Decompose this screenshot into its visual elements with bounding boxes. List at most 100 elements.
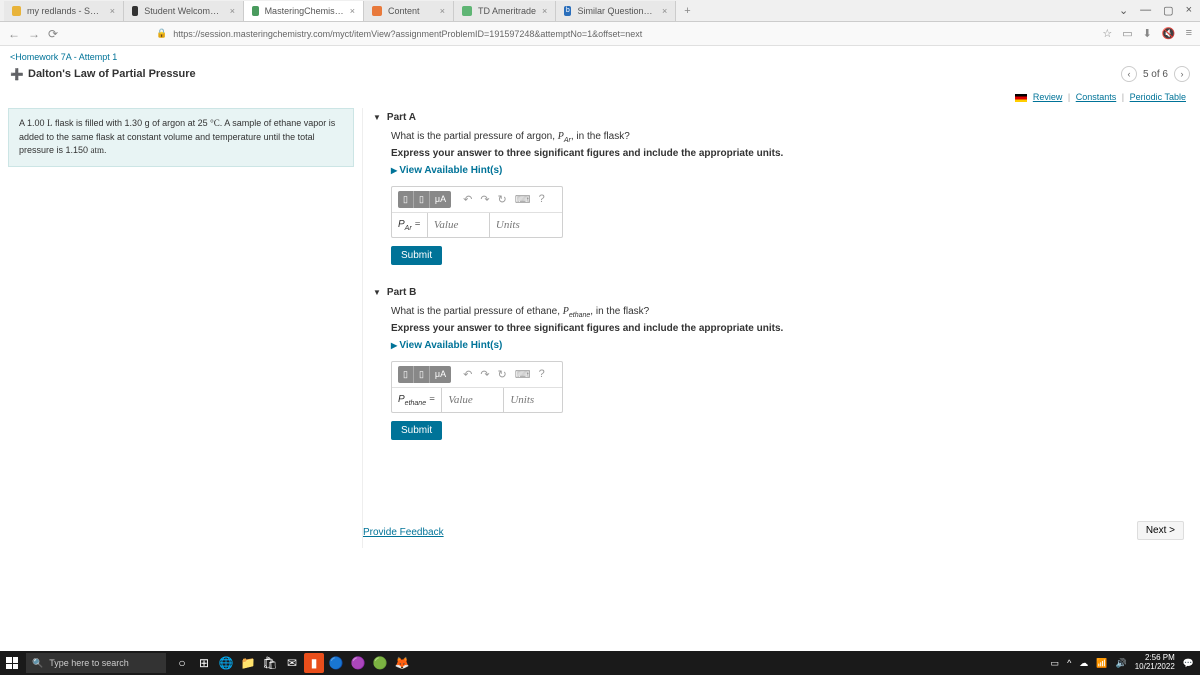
keyboard-icon[interactable]: ⌨ — [515, 368, 531, 381]
search-icon — [12, 6, 21, 16]
format-buttons[interactable]: ▯▯μA — [398, 191, 451, 208]
cortana-icon[interactable]: ○ — [172, 653, 192, 673]
close-icon[interactable]: × — [110, 6, 115, 16]
tab-mastering[interactable]: MasteringChemistry: Homewo× — [244, 1, 364, 21]
maximize-icon[interactable]: ▢ — [1163, 4, 1173, 17]
close-icon[interactable]: × — [542, 6, 547, 16]
part-a-instruction: Express your answer to three significant… — [391, 148, 1192, 159]
tab-label: my redlands - Search — [27, 6, 104, 16]
app-icon[interactable]: ▮ — [304, 653, 324, 673]
td-icon — [462, 6, 472, 16]
flag-icon — [1015, 94, 1027, 102]
help-icon[interactable]: ? — [539, 193, 545, 206]
firefox-icon[interactable]: 🦊 — [392, 653, 412, 673]
pager: ‹ 5 of 6 › — [1121, 66, 1190, 82]
part-a-header[interactable]: ▼ Part A — [373, 108, 1192, 127]
new-tab-button[interactable]: + — [676, 5, 698, 17]
edge-icon[interactable]: 🌐 — [216, 653, 236, 673]
keyboard-icon[interactable]: ⌨ — [515, 193, 531, 206]
tray-icon[interactable]: ▭ — [1051, 658, 1060, 669]
value-input-a[interactable] — [427, 213, 489, 237]
close-window-icon[interactable]: × — [1186, 4, 1192, 17]
part-b-header[interactable]: ▼ Part B — [373, 283, 1192, 302]
problem-column: A 1.00 L flask is filled with 1.30 g of … — [8, 108, 354, 548]
prev-button[interactable]: ‹ — [1121, 66, 1137, 82]
var-label-a: PAr = — [392, 219, 427, 232]
redo-icon[interactable]: ↷ — [480, 368, 489, 381]
submit-button-a[interactable]: Submit — [391, 246, 442, 265]
volume-icon[interactable]: 🔊 — [1116, 658, 1127, 669]
taskbar-search[interactable]: 🔍 Type here to search — [26, 653, 166, 673]
close-icon[interactable]: × — [230, 6, 235, 16]
hints-link[interactable]: View Available Hint(s) — [391, 165, 1192, 176]
tab-student[interactable]: Student Welcome | my.REDLAN× — [124, 1, 244, 21]
app-icon[interactable]: 🔵 — [326, 653, 346, 673]
search-placeholder: Type here to search — [49, 658, 129, 668]
reload-button[interactable]: ⟳ — [48, 27, 58, 41]
format-buttons[interactable]: ▯▯μA — [398, 366, 451, 383]
feedback-link[interactable]: Provide Feedback — [363, 527, 444, 538]
tab-label: TD Ameritrade — [478, 6, 536, 16]
address-bar[interactable]: 🔒 https://session.masteringchemistry.com… — [66, 28, 1094, 39]
tab-content[interactable]: Content × — [364, 1, 454, 21]
undo-icon[interactable]: ↶ — [463, 193, 472, 206]
menu-icon[interactable]: ≡ — [1186, 27, 1192, 40]
part-b-instruction: Express your answer to three significant… — [391, 323, 1192, 334]
pinned-apps: ○ ⊞ 🌐 📁 🛍 ✉ ▮ 🔵 🟣 🟢 🦊 — [172, 653, 412, 673]
answer-column: ▼ Part A What is the partial pressure of… — [362, 108, 1192, 548]
app-icon[interactable]: 🟣 — [348, 653, 368, 673]
start-button[interactable] — [0, 651, 24, 675]
chevron-up-icon[interactable]: ^ — [1067, 658, 1071, 668]
notifications-icon[interactable]: 💬 — [1183, 658, 1194, 669]
bookmark-icon[interactable]: ➕ — [10, 68, 22, 80]
wifi-icon[interactable]: 📶 — [1096, 658, 1107, 669]
reader-icon[interactable]: ▭ — [1122, 27, 1132, 40]
tab-label: Content — [388, 6, 420, 16]
top-links: Review | Constants | Periodic Table — [0, 90, 1200, 108]
chevron-down-icon[interactable]: ⌄ — [1119, 4, 1128, 17]
next-button[interactable]: › — [1174, 66, 1190, 82]
next-page-button[interactable]: Next > — [1137, 521, 1184, 540]
back-button[interactable]: ← — [8, 27, 20, 41]
tab-bartleby[interactable]: bSimilar Questions | bartleby× — [556, 1, 676, 21]
forward-button[interactable]: → — [28, 27, 40, 41]
taskview-icon[interactable]: ⊞ — [194, 653, 214, 673]
review-link[interactable]: Review — [1033, 92, 1063, 102]
reset-icon[interactable]: ↻ — [498, 368, 507, 381]
hints-link[interactable]: View Available Hint(s) — [391, 340, 1192, 351]
system-tray: ▭ ^ ☁ 📶 🔊 2:56 PM 10/21/2022 💬 — [1051, 654, 1200, 672]
part-a-title: Part A — [387, 112, 416, 123]
close-icon[interactable]: × — [440, 6, 445, 16]
doc-icon — [372, 6, 382, 16]
undo-icon[interactable]: ↶ — [463, 368, 472, 381]
close-icon[interactable]: × — [350, 6, 355, 16]
submit-button-b[interactable]: Submit — [391, 421, 442, 440]
units-input-b[interactable] — [503, 388, 561, 412]
tab-td[interactable]: TD Ameritrade × — [454, 1, 556, 21]
star-icon[interactable]: ☆ — [1102, 27, 1112, 40]
mute-icon[interactable]: 🔇 — [1162, 27, 1176, 40]
clock[interactable]: 2:56 PM 10/21/2022 — [1135, 654, 1175, 672]
part-b: ▼ Part B What is the partial pressure of… — [373, 283, 1192, 440]
grid-icon — [132, 6, 138, 16]
breadcrumb[interactable]: <Homework 7A - Attempt 1 — [10, 52, 1190, 62]
units-input-a[interactable] — [489, 213, 547, 237]
minimize-icon[interactable]: — — [1140, 4, 1151, 17]
lock-icon: 🔒 — [156, 28, 167, 39]
help-icon[interactable]: ? — [539, 368, 545, 381]
close-icon[interactable]: × — [662, 6, 667, 16]
windows-taskbar: 🔍 Type here to search ○ ⊞ 🌐 📁 🛍 ✉ ▮ 🔵 🟣 … — [0, 651, 1200, 675]
cloud-icon[interactable]: ☁ — [1079, 658, 1088, 669]
tab-redlands[interactable]: my redlands - Search × — [4, 1, 124, 21]
download-icon[interactable]: ⬇ — [1143, 27, 1152, 40]
value-input-b[interactable] — [441, 388, 503, 412]
mail-icon[interactable]: ✉ — [282, 653, 302, 673]
explorer-icon[interactable]: 📁 — [238, 653, 258, 673]
periodic-link[interactable]: Periodic Table — [1130, 92, 1186, 102]
app-icon[interactable]: 🟢 — [370, 653, 390, 673]
store-icon[interactable]: 🛍 — [260, 653, 280, 673]
reset-icon[interactable]: ↻ — [498, 193, 507, 206]
constants-link[interactable]: Constants — [1076, 92, 1117, 102]
part-b-question: What is the partial pressure of ethane, … — [391, 306, 1192, 319]
redo-icon[interactable]: ↷ — [480, 193, 489, 206]
